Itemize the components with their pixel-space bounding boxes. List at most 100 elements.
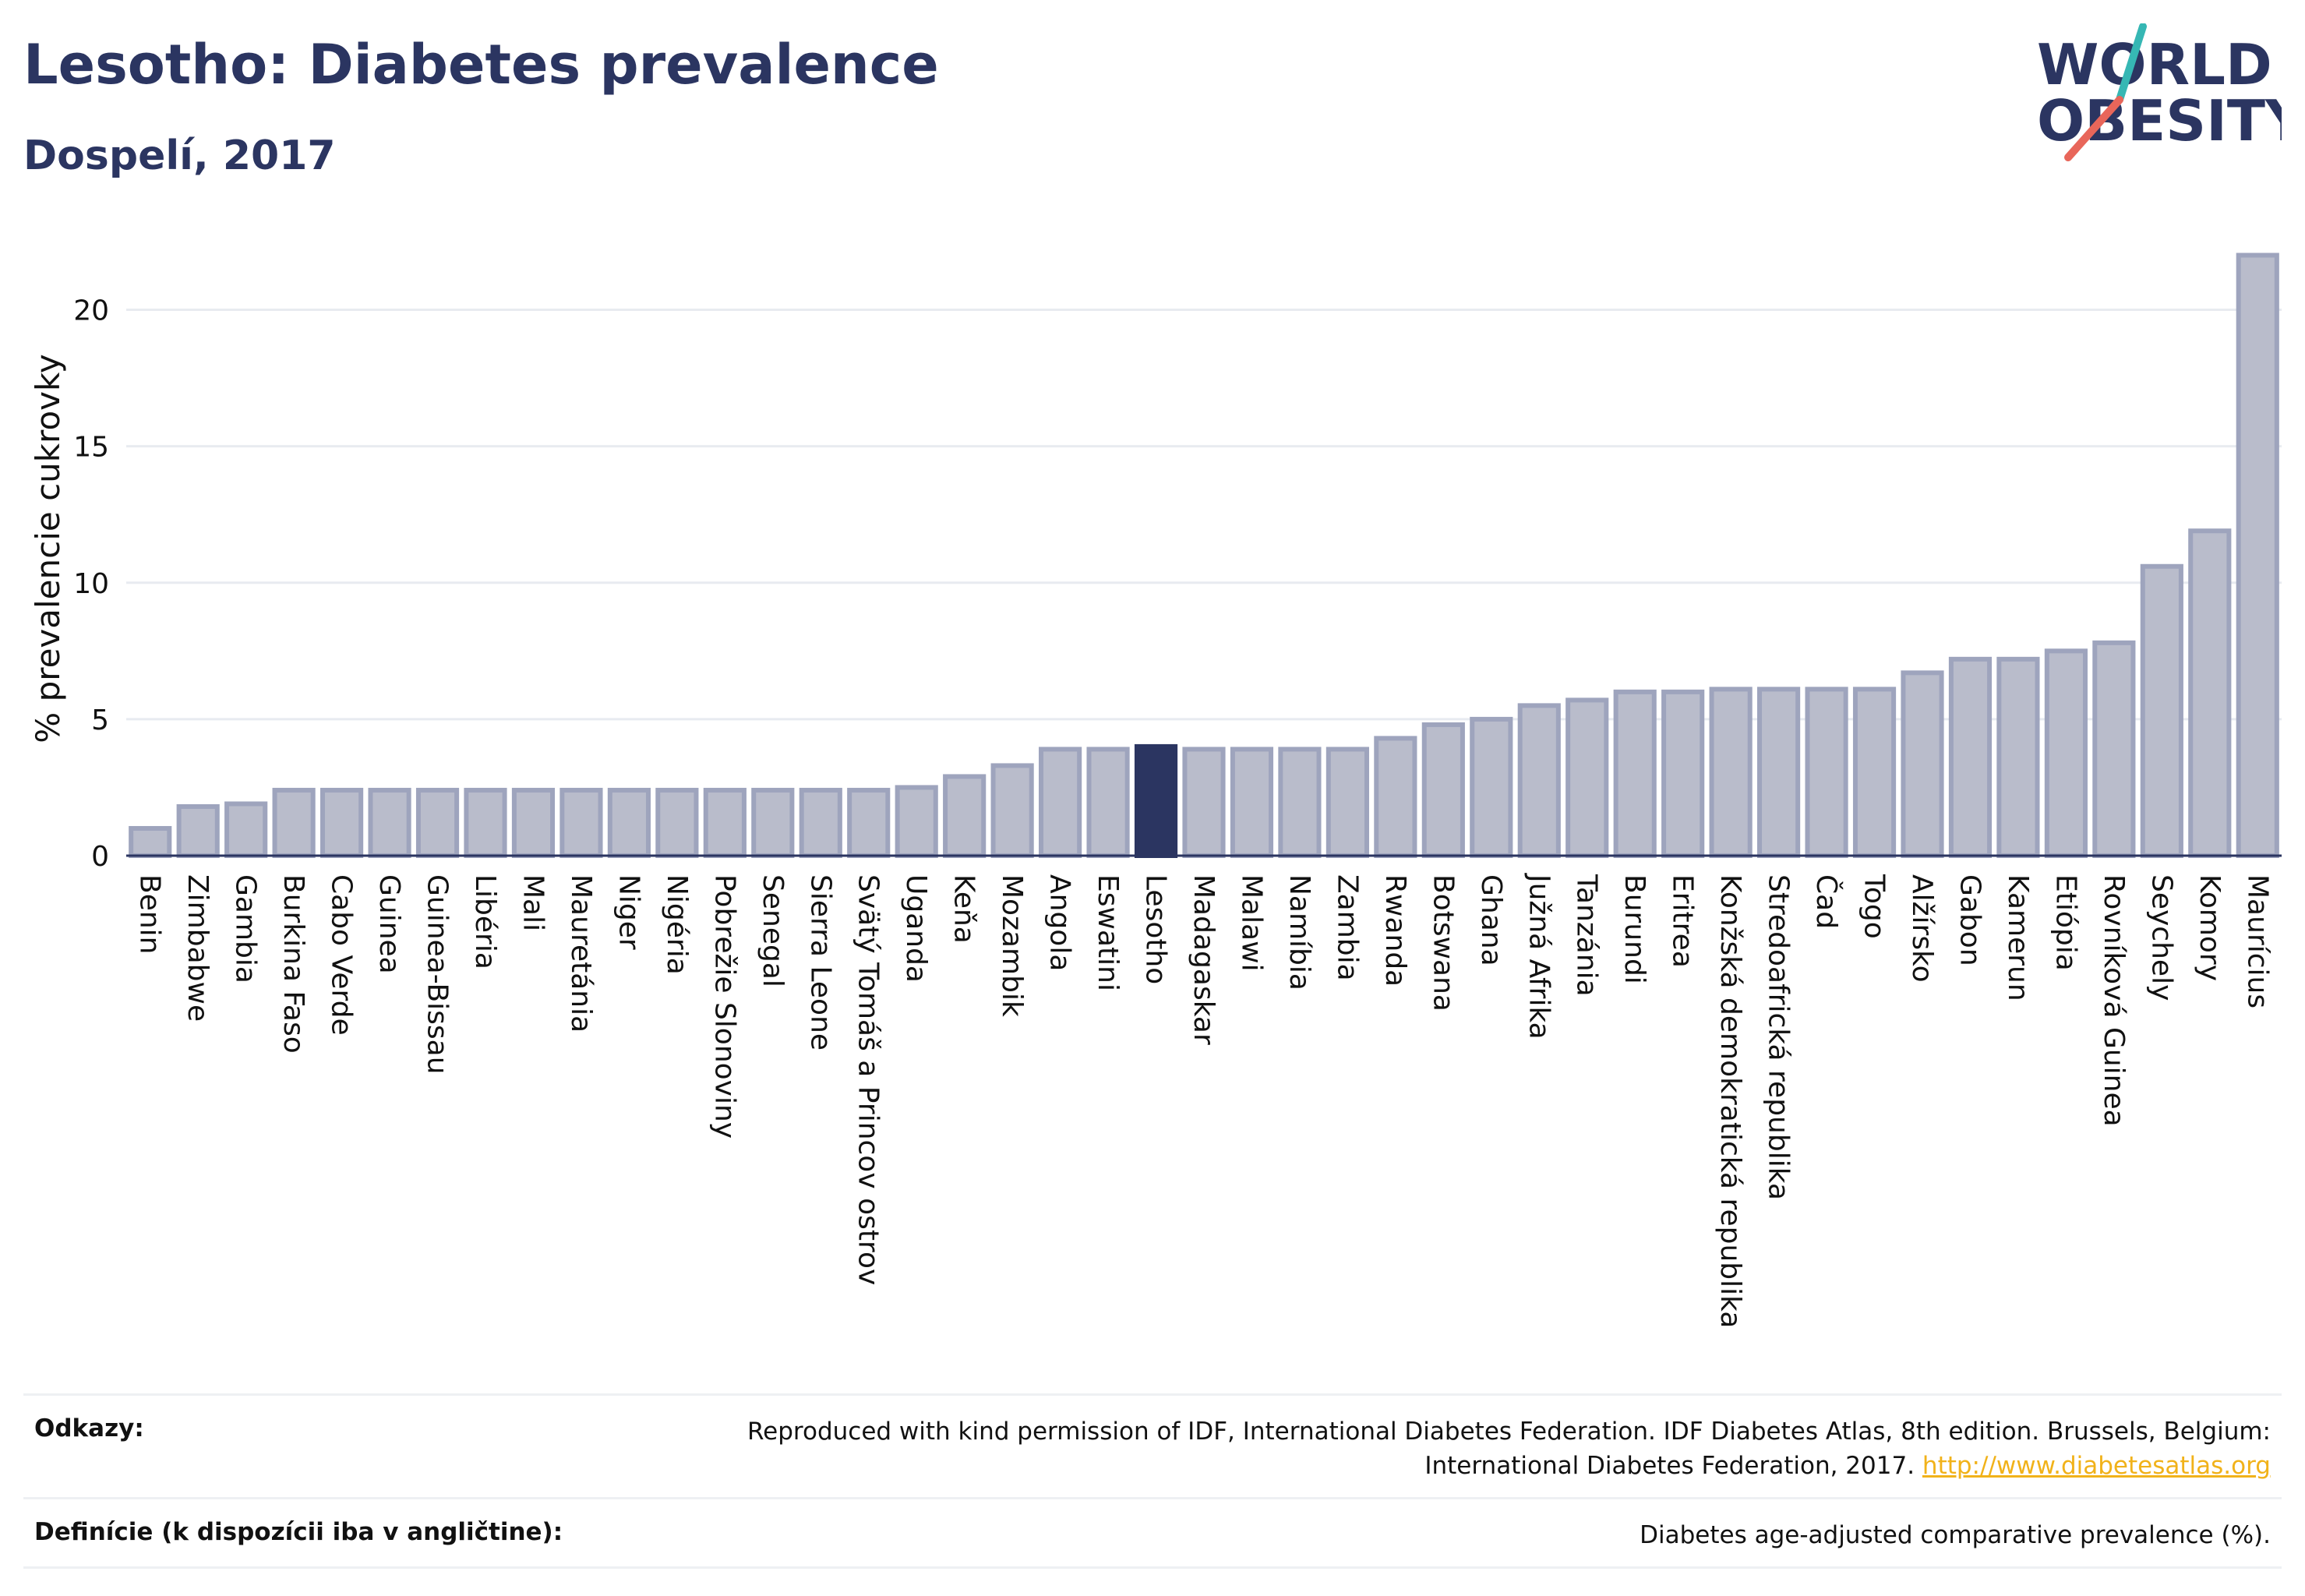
x-tick-label: Čad bbox=[1810, 874, 1843, 929]
bar bbox=[368, 787, 411, 858]
definition-label: Definície (k dispozícii iba v angličtine… bbox=[34, 1518, 563, 1546]
bar bbox=[320, 787, 364, 858]
bar bbox=[1517, 703, 1561, 859]
x-tick-label: Guinea-Bissau bbox=[422, 874, 454, 1075]
x-tick-label: Niger bbox=[612, 874, 644, 950]
references-citation: Reproduced with kind permission of IDF, … bbox=[747, 1418, 2271, 1480]
x-tick-label: Libéria bbox=[469, 874, 501, 969]
bar bbox=[1901, 670, 1944, 859]
bar bbox=[1996, 656, 2040, 859]
references-label: Odkazy: bbox=[34, 1414, 144, 1442]
x-tick-label: Zimbabwe bbox=[182, 874, 214, 1022]
logo-slash-teal bbox=[2116, 23, 2147, 104]
references-link[interactable]: http://www.diabetesatlas.org bbox=[1922, 1452, 2271, 1480]
bar bbox=[1470, 716, 1513, 859]
bar bbox=[464, 787, 507, 858]
bar bbox=[1852, 687, 1897, 858]
x-tick-label: Maurícius bbox=[2241, 874, 2273, 1008]
x-tick-label: Seychely bbox=[2145, 874, 2177, 1001]
x-tick-label: Angola bbox=[1044, 874, 1076, 971]
bar-chart: 0 5 10 15 20 Benin Zimbabwe Gambia Burkina Faso… bbox=[29, 252, 2282, 1328]
bar bbox=[1374, 736, 1417, 858]
x-tick-label: Madagaskar bbox=[1188, 874, 1220, 1045]
definition-text: Diabetes age-adjusted comparative preval… bbox=[1640, 1521, 2271, 1549]
x-tick-label: Eswatini bbox=[1092, 874, 1124, 991]
bar bbox=[2140, 563, 2183, 859]
bar bbox=[607, 787, 651, 858]
x-tick-label: Mali bbox=[517, 874, 549, 931]
x-tick-label: Keňa bbox=[948, 874, 980, 944]
bar bbox=[943, 774, 987, 858]
x-tick-label: Namíbia bbox=[1283, 874, 1315, 990]
x-tick-label: Gabon bbox=[1954, 874, 1986, 966]
logo-word-world: WORLD bbox=[2037, 32, 2272, 97]
bar bbox=[176, 803, 220, 858]
bar bbox=[655, 787, 699, 858]
x-tick-label: Gambia bbox=[230, 874, 262, 983]
logo-slash-coral bbox=[2064, 96, 2123, 161]
y-axis-label: % prevalencie cukrovky bbox=[29, 354, 67, 743]
x-tick-label: Guinea bbox=[373, 874, 405, 974]
x-tick-label: Burkina Faso bbox=[277, 874, 309, 1054]
x-tick-label: Benin bbox=[134, 874, 166, 954]
x-tick-label: Komory bbox=[2194, 874, 2226, 981]
bar bbox=[799, 787, 842, 858]
x-tick-label: Sierra Leone bbox=[804, 874, 836, 1050]
bar bbox=[751, 787, 795, 858]
bar bbox=[129, 825, 172, 859]
page-subtitle: Dospelí, 2017 bbox=[23, 132, 336, 179]
x-tick-label: Cabo Verde bbox=[326, 874, 358, 1036]
definition-row: Definície (k dispozícii iba v angličtine… bbox=[23, 1497, 2282, 1569]
x-tick-label: Tanzánia bbox=[1571, 874, 1603, 997]
bar bbox=[1039, 747, 1082, 858]
world-obesity-logo[interactable]: WORLD OBESITY bbox=[2032, 23, 2282, 164]
x-tick-label: Svätý Tomáš a Princov ostrov bbox=[852, 874, 884, 1285]
y-tick-label: 0 bbox=[91, 841, 109, 873]
bar bbox=[2044, 648, 2088, 858]
bar-highlight bbox=[1134, 743, 1178, 859]
bar bbox=[1757, 687, 1801, 858]
references-text: Reproduced with kind permission of IDF, … bbox=[712, 1414, 2271, 1483]
x-tick-label: Rwanda bbox=[1379, 874, 1411, 987]
bar bbox=[559, 787, 603, 858]
bar bbox=[847, 787, 891, 858]
bar bbox=[511, 787, 556, 858]
x-tick-label: Lesotho bbox=[1140, 874, 1172, 984]
bar bbox=[2188, 528, 2232, 858]
y-tick-label: 5 bbox=[91, 704, 109, 736]
x-tick-label: Pobrežie Slonoviny bbox=[708, 874, 740, 1139]
x-tick-label: Konžská demokratická republika bbox=[1714, 874, 1746, 1328]
y-tick-label: 10 bbox=[73, 568, 109, 600]
x-tick-label: Kamerun bbox=[2002, 874, 2034, 1001]
x-tick-label: Zambia bbox=[1331, 874, 1363, 981]
bar bbox=[1325, 747, 1369, 858]
x-tick-label: Ghana bbox=[1475, 874, 1507, 966]
x-axis-ticks: Benin Zimbabwe Gambia Burkina Faso Cabo Verd… bbox=[134, 873, 2274, 1328]
page-title: Lesotho: Diabetes prevalence bbox=[23, 33, 939, 97]
x-tick-label: Mauretánia bbox=[565, 874, 597, 1033]
bar bbox=[703, 787, 747, 858]
bar bbox=[1086, 747, 1130, 858]
y-axis-ticks: 0 5 10 15 20 bbox=[73, 295, 109, 873]
x-tick-label: Mozambik bbox=[996, 874, 1028, 1017]
x-tick-label: Botswana bbox=[1427, 874, 1459, 1012]
x-tick-label: Etiópia bbox=[2049, 874, 2081, 971]
bar bbox=[1182, 747, 1226, 858]
x-tick-label: Alžírsko bbox=[1906, 874, 1938, 983]
x-tick-label: Stredoafrická republika bbox=[1763, 874, 1795, 1200]
x-tick-label: Senegal bbox=[757, 874, 789, 987]
x-tick-label: Burundi bbox=[1618, 874, 1650, 984]
y-tick-label: 20 bbox=[73, 295, 109, 327]
bar bbox=[1230, 747, 1274, 858]
bar bbox=[2236, 252, 2279, 858]
x-tick-label: Togo bbox=[1858, 874, 1890, 939]
bar bbox=[990, 763, 1034, 859]
bar bbox=[224, 801, 268, 858]
references-row: Odkazy: Reproduced with kind permission … bbox=[23, 1393, 2282, 1497]
bar bbox=[1565, 697, 1609, 859]
bar bbox=[2092, 640, 2136, 858]
chart-footer: Odkazy: Reproduced with kind permission … bbox=[23, 1393, 2282, 1569]
x-tick-label: Nigéria bbox=[661, 874, 693, 975]
bar bbox=[415, 787, 460, 858]
x-tick-label: Malawi bbox=[1235, 874, 1267, 972]
